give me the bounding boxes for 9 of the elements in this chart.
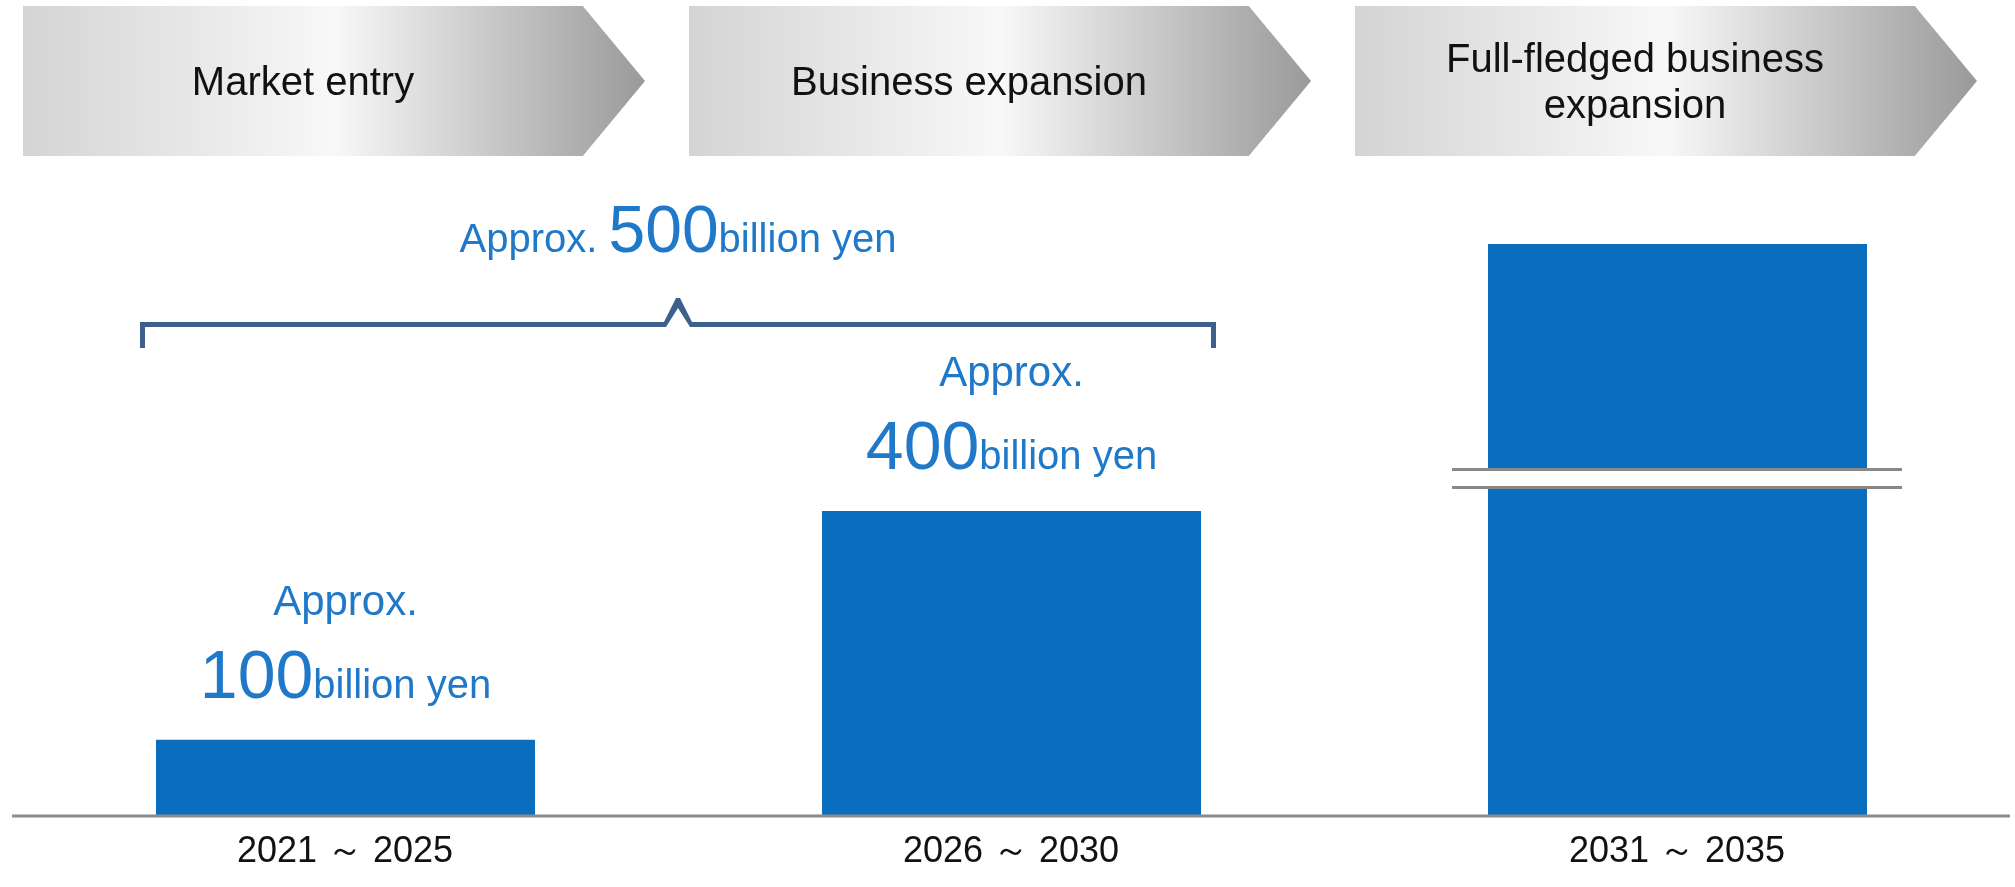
x-tick-label: 2021 ～ 2025	[236, 828, 454, 870]
text: Full-fledged business expansion	[1445, 35, 1825, 127]
data-label: Approx. 400billion yen	[865, 347, 1158, 483]
text: Business expansion	[791, 58, 1147, 104]
annotation: Approx. 500billion yen	[459, 192, 897, 266]
x-tick-label: 2026 ～ 2030	[902, 828, 1120, 870]
x-tick-label: 2031 ～ 2035	[1568, 828, 1786, 870]
data-label: Approx. 100billion yen	[199, 576, 492, 712]
text: Market entry	[191, 58, 415, 104]
